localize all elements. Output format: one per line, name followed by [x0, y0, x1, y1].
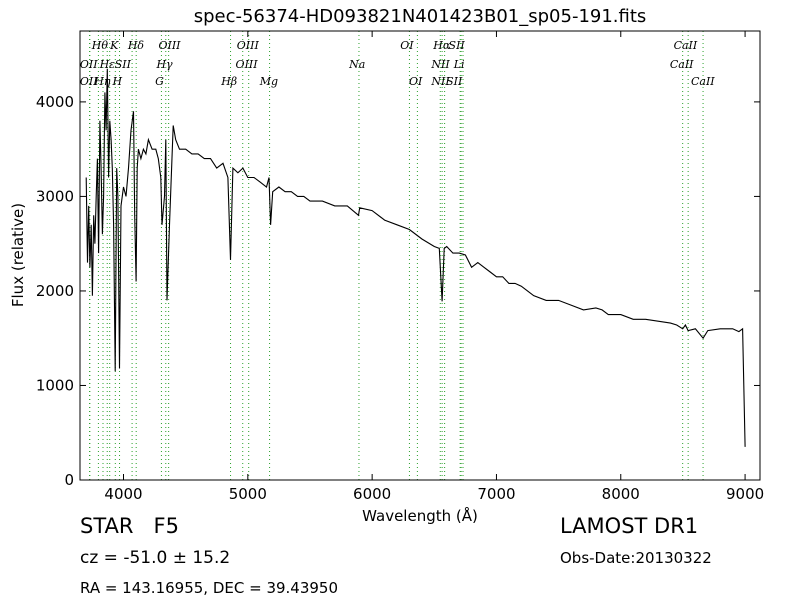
survey-name: LAMOST DR1 — [560, 514, 699, 538]
line-label: Hθ — [91, 39, 109, 52]
line-label: OIII — [237, 39, 260, 52]
line-label: CaII — [691, 75, 715, 88]
x-tick-label: 8000 — [602, 485, 640, 503]
line-label: CaII — [670, 58, 694, 71]
line-label: SII — [449, 39, 466, 52]
line-label: Hη — [93, 75, 111, 88]
chart-title: spec-56374-HD093821N401423B01_sp05-191.f… — [194, 6, 647, 27]
line-label: K — [109, 39, 119, 52]
x-tick-label: 6000 — [353, 485, 391, 503]
x-tick-label: 5000 — [229, 485, 267, 503]
line-label: OIII — [236, 58, 259, 71]
emission-line-markers — [89, 31, 704, 480]
ra-dec-coordinates: RA = 143.16955, DEC = 39.43950 — [80, 579, 339, 597]
y-axis-label: Flux (relative) — [9, 203, 27, 307]
line-label: Hδ — [127, 39, 145, 52]
y-tick-label: 1000 — [36, 376, 74, 394]
line-label: G — [155, 75, 164, 88]
line-label: H — [111, 75, 122, 88]
spectrum-line — [85, 68, 746, 447]
spectrum-series — [85, 68, 746, 447]
x-axis: 4000 5000 6000 7000 8000 9000 — [104, 31, 764, 503]
y-tick-label: 0 — [64, 471, 74, 489]
x-axis-label: Wavelength (Å) — [362, 506, 478, 525]
y-tick-label: 2000 — [36, 282, 74, 300]
line-label: Hε — [99, 58, 116, 71]
line-label: CaII — [674, 39, 698, 52]
line-label: OII — [80, 58, 98, 71]
line-label: OIII — [158, 39, 181, 52]
line-label: OII — [80, 75, 98, 88]
line-label: Li — [453, 58, 465, 71]
observation-date: Obs-Date:20130322 — [560, 549, 712, 567]
line-label: Hα — [432, 39, 451, 52]
line-label: OI — [409, 75, 423, 88]
redshift-cz: cz = -51.0 ± 15.2 — [80, 548, 231, 568]
line-label: OI — [400, 39, 414, 52]
line-label: NII — [430, 75, 450, 88]
line-label: SII — [115, 58, 132, 71]
plot-frame — [79, 30, 761, 481]
line-label: Mg — [259, 75, 278, 88]
x-tick-label: 9000 — [726, 485, 764, 503]
y-axis: 0 1000 2000 3000 4000 — [36, 93, 760, 489]
line-label: SII — [446, 75, 463, 88]
x-tick-label: 7000 — [477, 485, 515, 503]
line-label: NII — [430, 58, 450, 71]
y-tick-label: 3000 — [36, 187, 74, 205]
object-class: STAR F5 — [80, 514, 179, 538]
line-label: Hγ — [155, 58, 173, 71]
x-tick-label: 4000 — [104, 485, 142, 503]
line-label: Na — [348, 58, 365, 71]
line-label: Hβ — [220, 75, 237, 88]
y-tick-label: 4000 — [36, 93, 74, 111]
